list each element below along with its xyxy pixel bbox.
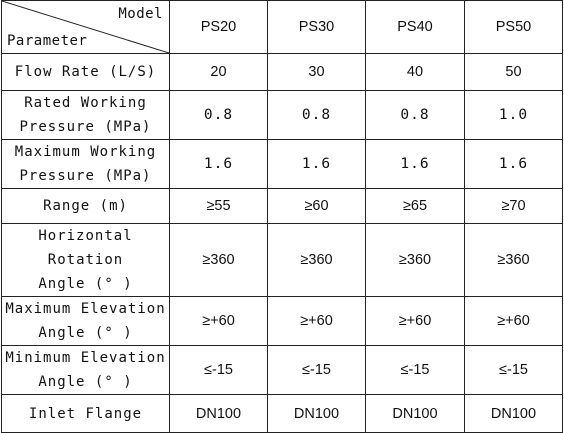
value-cell: DN100 (365, 394, 465, 433)
parameter-label-cell: Rated Working Pressure (MPa) (1, 90, 170, 140)
diagonal-header-cell: Model Parameter (1, 0, 170, 54)
parameter-label-line: Flow Rate (L/S) (14, 64, 157, 80)
value-cell: ≥+60 (464, 296, 563, 346)
value-cell: DN100 (464, 394, 563, 433)
parameter-label-line: Rated Working (24, 95, 147, 111)
parameter-label-line: Inlet Flange (28, 405, 143, 422)
diagonal-divider (2, 1, 169, 53)
parameter-label-line: Angle (° ) (38, 276, 133, 292)
value-cell: ≥360 (365, 223, 465, 297)
parameter-label-line: Maximum Working (14, 144, 157, 160)
value-cell: DN100 (169, 394, 268, 433)
table-row: Horizontal Rotation Angle (° ) ≥360 ≥360 ≥36… (1, 223, 563, 297)
value-cell: 0.8 (169, 90, 268, 140)
table-row: Flow Rate (L/S) 20 30 40 50 (1, 53, 563, 91)
table-row: Inlet Flange DN100 DN100 DN100 DN100 (1, 394, 563, 433)
parameter-label-line: Range (m) (43, 198, 128, 214)
value-cell: ≥360 (169, 223, 268, 297)
value-cell: 1.6 (464, 139, 563, 189)
model-header-ps30: PS30 (267, 0, 366, 54)
value-cell: ≥360 (464, 223, 563, 297)
value-cell: 0.8 (365, 90, 465, 140)
value-cell: 50 (464, 53, 563, 91)
value-cell: ≥+60 (169, 296, 268, 346)
value-cell: 1.6 (169, 139, 268, 189)
parameter-label-line: Minimum Elevation (5, 350, 166, 366)
table-row: Rated Working Pressure (MPa) 0.8 0.8 0.8 1.0 (1, 90, 563, 140)
table-row: Minimum Elevation Angle (° ) ≤-15 ≤-15 ≤-15 ≤… (1, 345, 563, 395)
value-cell: 1.0 (464, 90, 563, 140)
value-cell: 0.8 (267, 90, 366, 140)
parameter-label-line: Maximum Elevation (5, 301, 166, 317)
parameter-label-cell: Inlet Flange (1, 394, 170, 433)
value-cell: ≤-15 (365, 345, 465, 395)
parameter-label-line: Horizontal Rotation (38, 228, 133, 268)
value-cell: 30 (267, 53, 366, 91)
model-header-label: Model (118, 6, 163, 22)
parameter-label-line: Angle (° ) (38, 374, 133, 390)
model-header-ps20: PS20 (169, 0, 268, 54)
value-cell: ≤-15 (169, 345, 268, 395)
value-cell: 1.6 (365, 139, 465, 189)
value-cell: ≥60 (267, 188, 366, 224)
model-header-ps50: PS50 (464, 0, 563, 54)
table-row: Maximum Elevation Angle (° ) ≥+60 ≥+60 ≥+60 ≥… (1, 296, 563, 346)
value-cell: ≥70 (464, 188, 563, 224)
table-row: Maximum Working Pressure (MPa) 1.6 1.6 1.6 1.… (1, 139, 563, 189)
value-cell: ≥+60 (365, 296, 465, 346)
parameter-label-cell: Range (m) (1, 188, 170, 224)
parameter-label-cell: Maximum Elevation Angle (° ) (1, 296, 170, 346)
value-cell: DN100 (267, 394, 366, 433)
value-cell: ≥55 (169, 188, 268, 224)
model-header-ps40: PS40 (365, 0, 465, 54)
parameter-label-cell: Flow Rate (L/S) (1, 53, 170, 91)
parameter-header-label: Parameter (7, 33, 88, 49)
spec-body: Flow Rate (L/S) 20 30 40 50 Rated Working Pres… (1, 53, 563, 433)
value-cell: 40 (365, 53, 465, 91)
value-cell: 20 (169, 53, 268, 91)
value-cell: ≤-15 (267, 345, 366, 395)
header-row: Model Parameter PS20 PS30 PS40 PS50 (1, 0, 563, 54)
parameter-label-cell: Horizontal Rotation Angle (° ) (1, 223, 170, 297)
parameter-label-cell: Minimum Elevation Angle (° ) (1, 345, 170, 395)
value-cell: ≤-15 (464, 345, 563, 395)
value-cell: ≥360 (267, 223, 366, 297)
value-cell: 1.6 (267, 139, 366, 189)
parameter-label-line: Angle (° ) (38, 325, 133, 341)
parameter-label-line: Pressure (MPa) (19, 168, 152, 184)
value-cell: ≥+60 (267, 296, 366, 346)
value-cell: ≥65 (365, 188, 465, 224)
table-row: Range (m) ≥55 ≥60 ≥65 ≥70 (1, 188, 563, 224)
parameter-label-cell: Maximum Working Pressure (MPa) (1, 139, 170, 189)
parameter-label-line: Pressure (MPa) (19, 119, 152, 135)
